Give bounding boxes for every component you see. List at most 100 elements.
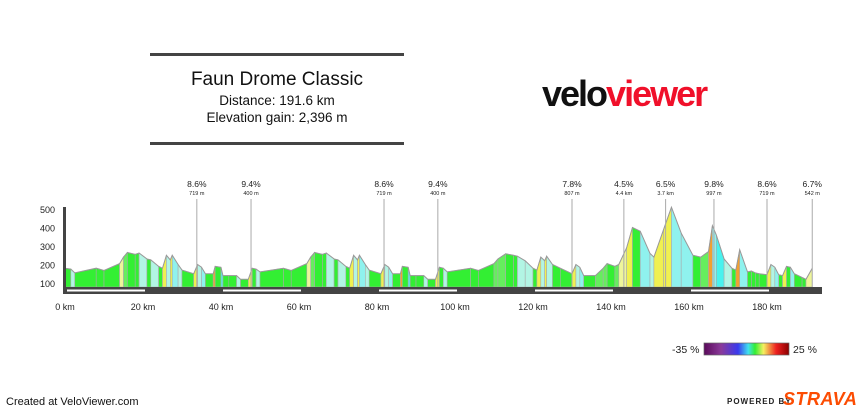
profile-segment xyxy=(513,254,518,288)
profile-segment xyxy=(283,267,292,288)
profile-segment xyxy=(583,275,596,288)
route-title: Faun Drome Classic xyxy=(190,69,364,90)
gradient-legend: -35 % 25 % xyxy=(672,342,817,356)
profile-segment xyxy=(692,254,702,288)
climb-length-label: 542 m xyxy=(805,191,821,197)
profile-segment xyxy=(322,252,327,288)
title-box: Faun Drome Classic Distance: 191.6 km El… xyxy=(150,53,404,145)
climb-gradient-label: 8.6% xyxy=(757,179,777,189)
climb-markers: 8.6% 719 m 9.4% 400 m 8.6% 719 m 9.4% 400 m 7.8%… xyxy=(187,179,822,287)
profile-segment xyxy=(715,234,725,288)
x-tick-label: 180 km xyxy=(752,302,782,312)
profile-area xyxy=(64,205,813,288)
x-axis-band-stripe xyxy=(67,289,145,292)
climb-gradient-label: 4.5% xyxy=(614,179,634,189)
profile-segment xyxy=(766,264,772,288)
elevation-gain-text: Elevation gain: 2,396 m xyxy=(206,110,348,125)
distance-text: Distance: 191.6 km xyxy=(219,93,335,108)
profile-segment xyxy=(205,273,214,288)
profile-segment xyxy=(731,267,737,288)
profile-segment xyxy=(427,278,436,288)
legend-max-label: 25 % xyxy=(793,344,817,356)
profile-segment xyxy=(786,265,791,288)
profile-segment xyxy=(337,259,347,288)
y-tick-label: 200 xyxy=(40,261,55,271)
y-tick-label: 500 xyxy=(40,205,55,215)
climb-gradient-label: 6.5% xyxy=(656,179,676,189)
profile-segment xyxy=(754,272,760,288)
profile-segment xyxy=(310,251,315,288)
profile-segment xyxy=(345,265,351,288)
climb-length-label: 997 m xyxy=(706,191,722,197)
x-tick-label: 120 km xyxy=(518,302,548,312)
x-axis-band-stripe xyxy=(535,289,613,292)
profile-segment xyxy=(649,252,655,288)
profile-segment xyxy=(197,263,202,288)
climb-gradient-label: 9.8% xyxy=(704,179,724,189)
profile-segment xyxy=(166,254,171,288)
profile-segment xyxy=(606,263,616,288)
y-tick-label: 400 xyxy=(40,224,55,234)
profile-segment xyxy=(505,253,514,288)
profile-segment xyxy=(579,267,585,288)
profile-segment xyxy=(575,263,581,288)
climb-gradient-label: 9.4% xyxy=(241,179,261,189)
profile-segment xyxy=(384,263,390,288)
profile-segment xyxy=(470,267,479,288)
legend-color-bar xyxy=(703,342,790,356)
profile-segment xyxy=(240,278,249,288)
y-axis-line xyxy=(63,207,66,288)
climb-gradient-label: 6.7% xyxy=(803,179,823,189)
x-tick-label: 60 km xyxy=(287,302,312,312)
profile-segment xyxy=(653,229,664,288)
profile-segment xyxy=(181,269,194,288)
x-axis-band-stripe xyxy=(379,289,457,292)
profile-segment xyxy=(368,269,382,288)
profile-segment xyxy=(758,273,768,288)
y-tick-label: 100 xyxy=(40,279,55,289)
strava-logo: STRAVA xyxy=(783,389,858,409)
profile-segment xyxy=(536,257,542,288)
climb-length-label: 400 m xyxy=(430,191,446,197)
profile-segment xyxy=(222,275,230,288)
climb-length-label: 719 m xyxy=(376,191,392,197)
profile-segment xyxy=(119,256,124,288)
profile-segment xyxy=(214,265,222,288)
climb-length-label: 719 m xyxy=(759,191,775,197)
profile-segment xyxy=(439,266,444,288)
profile-segment xyxy=(778,274,783,288)
profile-segment xyxy=(402,265,409,288)
credit-text: Created at VeloViewer.com xyxy=(6,396,139,408)
profile-segment xyxy=(595,267,604,288)
climb-length-label: 719 m xyxy=(189,191,205,197)
climb-gradient-label: 8.6% xyxy=(187,179,207,189)
profile-segment xyxy=(95,267,105,288)
profile-segment xyxy=(517,255,526,288)
veloviewer-logo: veloviewer xyxy=(542,73,708,114)
x-tick-label: 0 km xyxy=(55,302,75,312)
x-tick-label: 20 km xyxy=(131,302,156,312)
profile-segment xyxy=(306,256,312,288)
profile-segment xyxy=(782,266,787,288)
profile-segment xyxy=(409,275,417,288)
profile-segment xyxy=(614,264,620,288)
profile-segment xyxy=(251,267,257,288)
powered-by-text: POWERED BY xyxy=(727,397,792,406)
profile-segment xyxy=(134,252,140,288)
x-axis-band-stripe xyxy=(691,289,769,292)
logo-part-velo: velo xyxy=(542,73,608,114)
climb-length-label: 807 m xyxy=(564,191,580,197)
profile-segment xyxy=(392,273,401,288)
profile-segment xyxy=(632,227,641,288)
climb-length-label: 3.7 km xyxy=(657,191,674,197)
profile-segment xyxy=(770,263,776,288)
climb-gradient-label: 7.8% xyxy=(562,179,582,189)
profile-segment xyxy=(123,251,128,288)
x-tick-label: 100 km xyxy=(440,302,470,312)
profile-segment xyxy=(146,258,152,288)
profile-outline xyxy=(64,205,813,280)
x-tick-label: 80 km xyxy=(365,302,390,312)
profile-segment xyxy=(150,259,159,288)
